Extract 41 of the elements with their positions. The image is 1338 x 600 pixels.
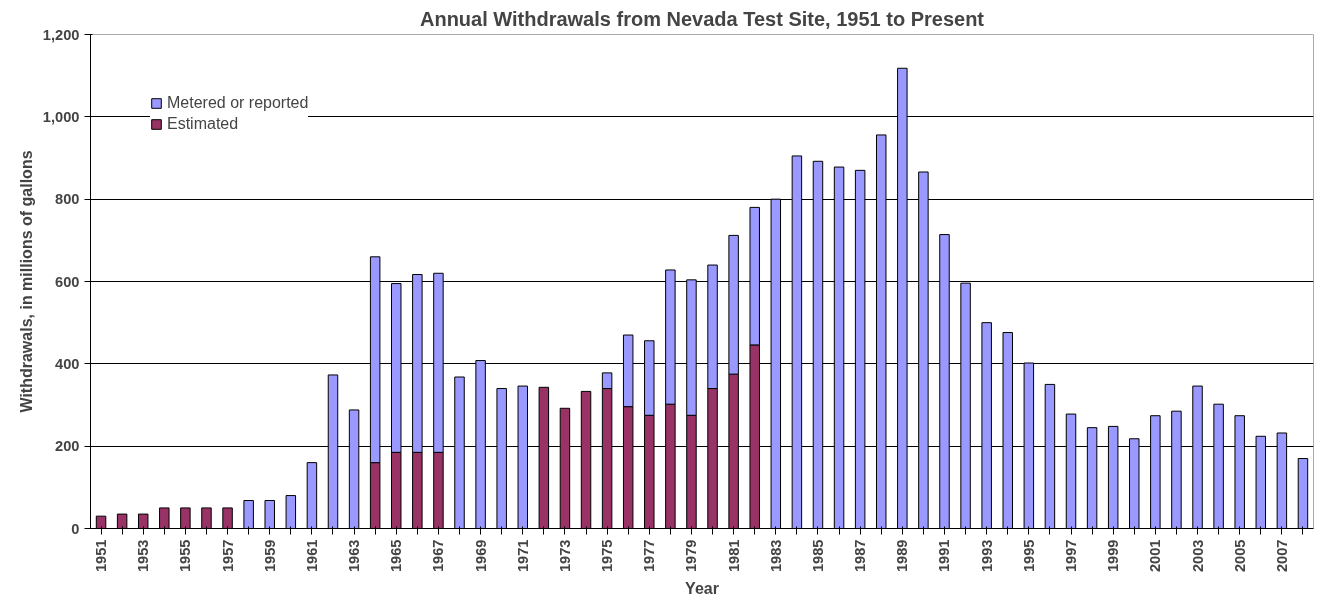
y-tick-label: 1,200 bbox=[42, 26, 80, 43]
x-tick-label: 1995 bbox=[1020, 539, 1037, 573]
x-tick-label: 1957 bbox=[219, 539, 236, 573]
x-tick-label: 1951 bbox=[93, 539, 110, 573]
y-tick-label: 200 bbox=[55, 438, 80, 455]
y-tick-label: 800 bbox=[55, 191, 80, 208]
x-tick-label: 1997 bbox=[1063, 539, 1080, 573]
x-tick-label: 1999 bbox=[1105, 539, 1122, 573]
x-tick-label: 1965 bbox=[388, 539, 405, 573]
x-tick-label: 1975 bbox=[599, 539, 616, 573]
y-tick-label: 0 bbox=[71, 520, 80, 537]
x-tick-label: 1983 bbox=[767, 539, 784, 573]
x-tick-label: 1981 bbox=[725, 539, 742, 573]
x-tick-label: 1985 bbox=[809, 539, 826, 573]
x-axis-title: Year bbox=[685, 580, 719, 598]
x-tick-label: 2003 bbox=[1189, 539, 1206, 573]
x-tick-label: 1991 bbox=[936, 539, 953, 573]
legend-label: Metered or reported bbox=[167, 94, 309, 112]
x-tick-label: 2005 bbox=[1231, 539, 1248, 573]
x-tick-label: 1973 bbox=[556, 539, 573, 573]
x-tick-label: 1961 bbox=[303, 539, 320, 573]
x-tick-label: 1971 bbox=[514, 539, 531, 573]
chart-title: Annual Withdrawals from Nevada Test Site, 1951 to Present bbox=[419, 7, 985, 30]
x-tick-label: 1955 bbox=[177, 539, 194, 573]
y-tick-label: 400 bbox=[55, 355, 80, 372]
x-tick-label: 1953 bbox=[135, 539, 152, 573]
y-tick-label: 600 bbox=[55, 273, 80, 290]
x-tick-label: 2007 bbox=[1273, 539, 1290, 573]
x-tick-label: 1989 bbox=[894, 539, 911, 573]
x-tick-label: 1993 bbox=[978, 539, 995, 573]
x-tick-label: 1977 bbox=[641, 539, 658, 573]
x-tick-label: 2001 bbox=[1147, 539, 1164, 573]
x-tick-label: 1959 bbox=[261, 539, 278, 573]
x-tick-label: 1979 bbox=[683, 539, 700, 573]
x-tick-label: 1969 bbox=[472, 539, 489, 573]
x-tick-label: 1967 bbox=[430, 539, 447, 573]
y-tick-label: 1,000 bbox=[42, 108, 80, 125]
legend-label: Estimated bbox=[167, 115, 239, 133]
y-axis-title: Withdrawals, in millions of gallons bbox=[17, 150, 35, 413]
x-tick-label: 1987 bbox=[852, 539, 869, 573]
x-tick-label: 1963 bbox=[346, 539, 363, 573]
